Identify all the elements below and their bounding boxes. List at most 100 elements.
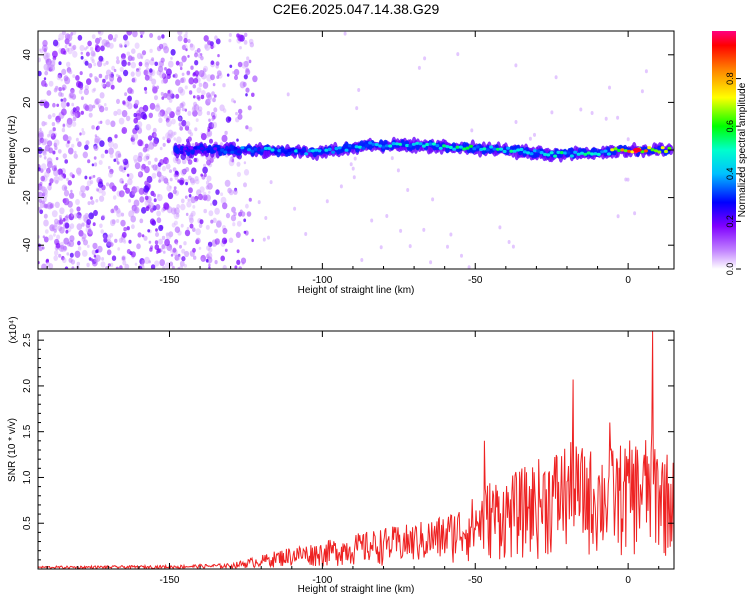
noise-blob [429,260,433,265]
noise-blob [156,250,159,254]
signal-speckle [432,142,436,146]
signal-speckle [640,150,645,154]
noise-blob [608,85,611,90]
noise-blob [626,177,630,182]
noise-blob [169,249,173,253]
signal-speckle [220,148,225,152]
noise-blob [60,98,64,102]
noise-blob [163,250,166,254]
noise-blob [251,238,254,243]
signal-speckle [455,145,460,149]
noise-blob [120,219,126,227]
signal-speckle [354,145,359,149]
signal-speckle [492,147,497,151]
noise-blob [187,129,192,135]
noise-blob [110,120,116,128]
signal-speckle [300,150,305,154]
signal-speckle [526,151,531,155]
noise-blob [61,108,67,116]
noise-blob [133,112,137,118]
colorbar: 0.0 0.2 0.4 0.6 0.8 Normalized spectral ampl… [712,31,748,275]
noise-blob [52,39,59,47]
noise-blob [163,46,170,54]
noise-blob [262,237,266,242]
signal-speckle [529,152,534,156]
noise-blob [131,224,135,230]
noise-blob [87,104,94,112]
noise-blob [86,180,92,187]
noise-blob [236,171,241,177]
noise-blob [142,104,149,112]
noise-blob [120,236,126,243]
noise-blob [99,105,105,113]
signal-speckle [233,146,238,150]
noise-blob [449,232,453,237]
noise-blob [109,242,114,247]
noise-blob [185,167,190,172]
noise-blob [103,234,107,240]
noise-blob [96,188,99,192]
noise-blob [193,180,196,184]
noise-blob [69,172,74,177]
noise-blob [80,55,84,60]
signal-speckle [559,151,564,155]
signal-speckle [489,145,494,149]
noise-blob [76,261,81,266]
noise-blob [56,74,62,81]
noise-blob [79,44,85,52]
noise-blob [226,73,230,77]
colorbar-tick-label: 0.4 [725,168,735,181]
noise-blob [109,182,115,190]
heatmap-x-axis: -150 -100 -50 0 [46,31,660,286]
noise-blob [80,185,86,193]
noise-blob [61,255,65,261]
noise-blob [132,31,138,38]
noise-blob [42,246,45,250]
noise-blob [239,46,242,50]
noise-blob [75,75,80,81]
signal-speckle [314,148,319,152]
noise-blob [98,73,103,79]
signal-speckle [206,149,211,153]
noise-blob [64,159,68,164]
noise-blob [286,92,290,97]
noise-blob [154,95,158,101]
noise-blob [71,143,75,148]
noise-blob [121,231,127,238]
noise-blob [179,126,183,131]
noise-blob [139,126,142,131]
noise-blob [39,154,42,158]
noise-blob [140,165,145,171]
noise-blob [92,242,98,250]
noise-blob [77,171,81,177]
x-tick-label: 0 [625,275,631,286]
noise-blob [119,265,123,269]
noise-blob [111,65,115,71]
noise-blob [72,74,76,78]
noise-blob [162,176,167,182]
noise-blob [143,185,150,193]
noise-blob [60,241,65,247]
noise-blob [55,242,61,249]
noise-blob [144,90,148,94]
noise-blob [56,119,60,125]
noise-blob [244,32,248,38]
noise-blob [69,89,75,96]
noise-blob [154,244,160,251]
noise-blob [184,250,190,258]
noise-blob [116,161,120,165]
noise-blob [183,264,187,268]
x-tick-label: -150 [159,575,179,586]
signal-speckle [509,149,514,153]
noise-blob [181,44,186,51]
noise-blob [221,134,228,143]
signal-speckle [327,147,332,151]
noise-blob [46,61,52,68]
noise-blob [93,62,97,67]
noise-blob [87,159,91,164]
noise-blob [124,44,127,48]
noise-blob [212,217,217,223]
noise-blob [188,187,193,194]
noise-blob [173,186,177,190]
noise-blob [163,177,169,184]
